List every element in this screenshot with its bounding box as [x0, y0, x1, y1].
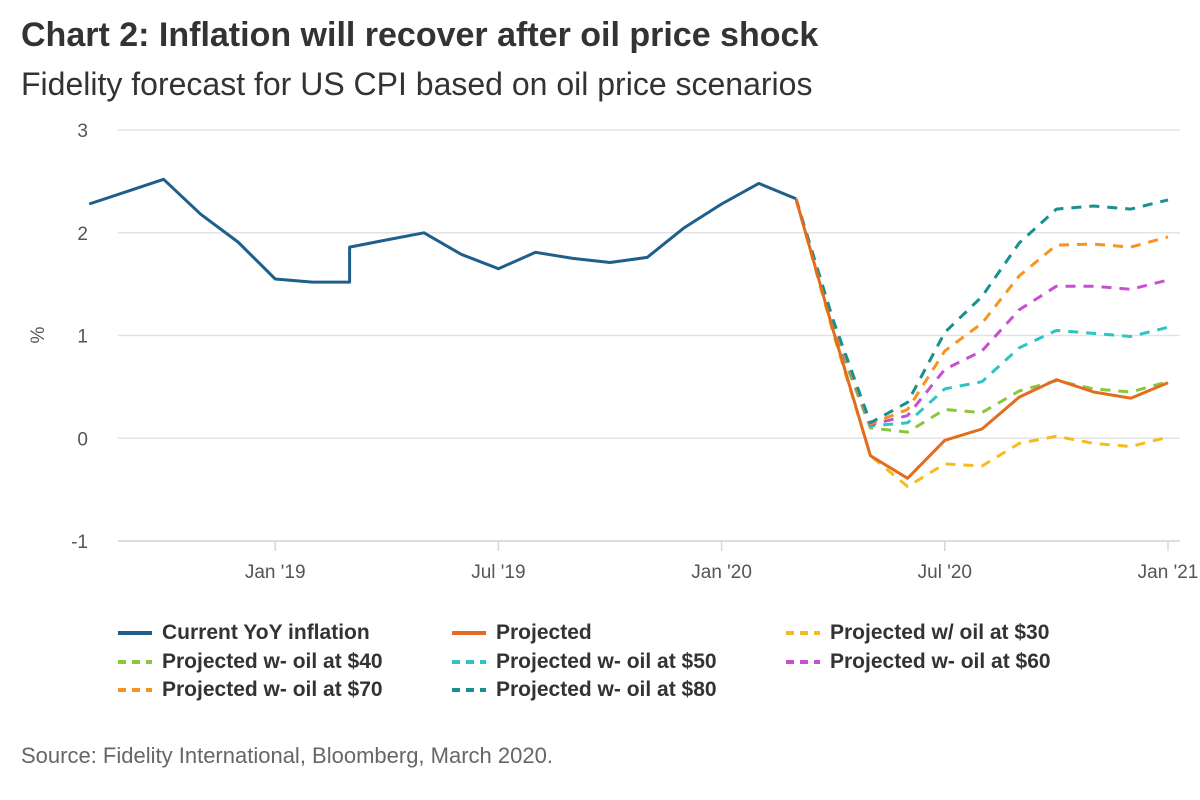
legend-item: Projected w/ oil at $30: [786, 618, 1049, 648]
legend-label: Projected w- oil at $60: [830, 649, 1051, 673]
x-axis: Jan '19 Jul '19 Jan '20 Jul '20 Jan '21: [118, 540, 1199, 583]
series-line-7: [794, 198, 1169, 425]
source-note: Source: Fidelity International, Bloomber…: [21, 743, 553, 768]
legend-label: Projected w- oil at $40: [162, 649, 383, 673]
legend-label: Projected w/ oil at $30: [830, 621, 1050, 644]
x-tick-label: Jul '19: [471, 562, 525, 583]
legend-label: Projected w- oil at $80: [496, 678, 717, 701]
legend-item: Projected w- oil at $60: [786, 647, 1051, 677]
series-line-1: [794, 198, 1169, 480]
y-tick-label: 1: [77, 327, 88, 348]
legend-swatch: [118, 659, 152, 664]
y-tick-label: 3: [77, 121, 88, 142]
y-tick-label: -1: [71, 532, 88, 553]
legend-label: Projected: [496, 621, 592, 644]
legend-swatch: [452, 688, 486, 692]
legend-swatch: [786, 659, 820, 664]
legend-label: Current YoY inflation: [162, 621, 370, 644]
legend-swatch: [118, 688, 152, 692]
legend-item: Projected w- oil at $80: [452, 675, 717, 705]
series-line-2: [794, 198, 1169, 488]
legend-swatch: [118, 631, 152, 635]
x-tick-label: Jan '21: [1138, 562, 1199, 583]
legend-item: Projected: [452, 618, 592, 648]
y-tick-label: 0: [77, 429, 88, 450]
legend-label: Projected w- oil at $70: [162, 678, 383, 701]
legend-item: Projected w- oil at $40: [118, 647, 383, 677]
series-lines: [88, 177, 1169, 488]
legend-item: Projected w- oil at $50: [452, 647, 717, 677]
series-line-0: [88, 177, 797, 284]
legend-swatch: [452, 631, 486, 635]
legend-label: Projected w- oil at $50: [496, 649, 717, 673]
y-tick-label: 2: [77, 224, 88, 245]
legend-item: Projected w- oil at $70: [118, 675, 383, 705]
x-tick-label: Jan '20: [691, 562, 752, 583]
legend-swatch: [452, 659, 486, 664]
legend-item: Current YoY inflation: [118, 618, 370, 648]
chart-title: Chart 2: Inflation will recover after oi…: [21, 16, 819, 54]
gridlines: [118, 129, 1180, 542]
y-axis-ticks: 3 2 1 0 -1: [71, 121, 88, 553]
chart-subtitle: Fidelity forecast for US CPI based on oi…: [21, 66, 813, 102]
x-tick-label: Jul '20: [918, 562, 972, 583]
legend-swatch: [786, 631, 820, 635]
y-axis-label: %: [28, 326, 49, 343]
x-tick-label: Jan '19: [245, 562, 306, 583]
